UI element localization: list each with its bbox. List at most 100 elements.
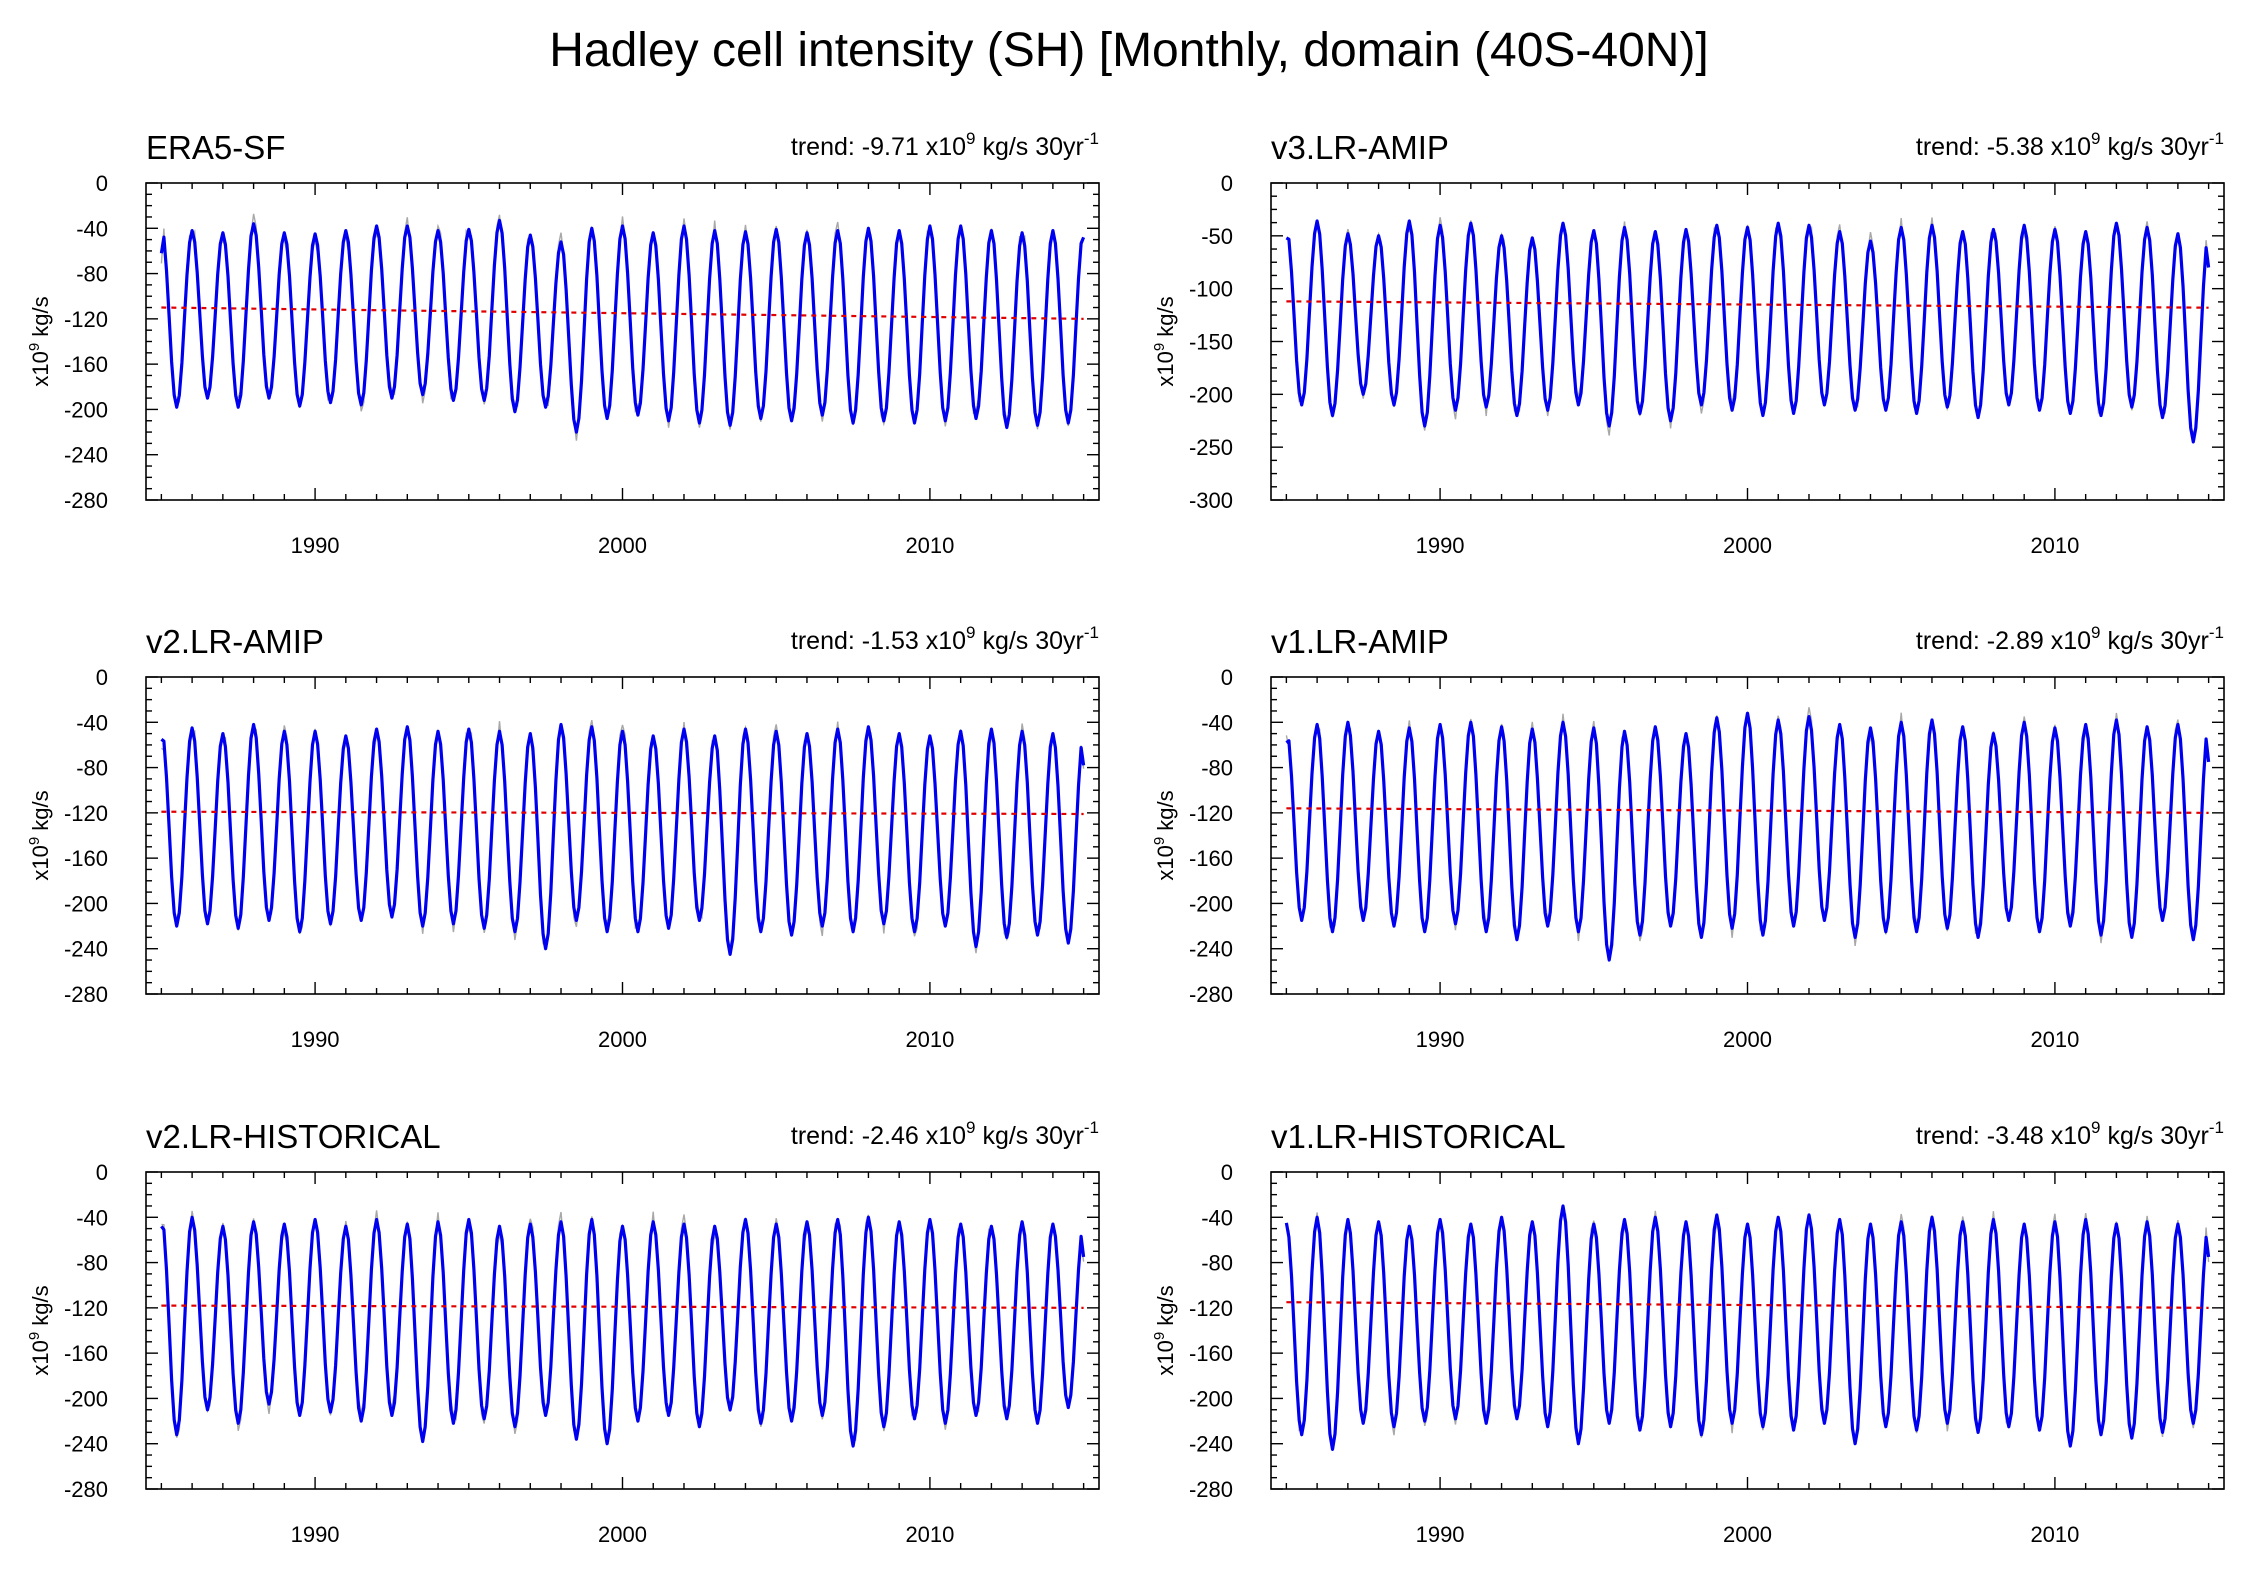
- y-tick-label: -280: [64, 982, 108, 1007]
- trend-unit: x10: [2044, 133, 2091, 161]
- y-tick-label: -300: [1189, 488, 1233, 513]
- y-axis-label: x109 kg/s: [1151, 296, 1178, 386]
- plot-frame: [145, 1171, 1100, 1490]
- y-tick-label: -240: [64, 1432, 108, 1457]
- chart-panel-4: v1.LR-AMIP trend: -2.89 x109 kg/s 30yr-1 x…: [1151, 623, 2225, 1052]
- y-tick-label: -160: [64, 846, 108, 871]
- plot-frame: [1270, 182, 2225, 501]
- y-tick-label: -160: [64, 1341, 108, 1366]
- chart-panel-2: v3.LR-AMIP trend: -5.38 x109 kg/s 30yr-1x…: [1151, 129, 2225, 558]
- trend-unit: x10: [919, 133, 966, 161]
- figure-title: Hadley cell intensity (SH) [Monthly, dom…: [549, 24, 1709, 77]
- series-monthly-line: [1286, 1210, 2210, 1442]
- y-tick-label: -80: [76, 756, 108, 781]
- ylabel-base: x10: [1153, 845, 1178, 880]
- x-tick-label: 2010: [2030, 1522, 2079, 1547]
- trend-exponent-time: -1: [2209, 623, 2224, 642]
- trend-unit-time: kg/s 30yr: [2101, 1122, 2209, 1150]
- trend-label: trend: -1.53 x109 kg/s 30yr-1: [791, 623, 1099, 655]
- trend-prefix: trend:: [791, 1122, 862, 1150]
- ylabel-unit: kg/s: [28, 790, 53, 836]
- y-tick-label: -240: [64, 937, 108, 962]
- trend-unit-time: kg/s 30yr: [2101, 133, 2209, 161]
- series-smoothed-line: [1285, 711, 2211, 962]
- x-tick-label: 2000: [1723, 1027, 1772, 1052]
- trend-exponent: 9: [966, 1118, 975, 1137]
- y-tick-label: 0: [96, 1160, 108, 1185]
- y-tick-label: -120: [64, 1296, 108, 1321]
- ylabel-base: x10: [28, 1340, 53, 1375]
- ylabel-unit: kg/s: [1153, 296, 1178, 342]
- trend-unit: x10: [2044, 1122, 2091, 1150]
- x-tick-label: 2000: [1723, 1522, 1772, 1547]
- panel-title: v1.LR-AMIP: [1271, 623, 1449, 660]
- y-tick-label: -280: [64, 488, 108, 513]
- trend-value: -5.38: [1987, 133, 2044, 161]
- trend-exponent: 9: [2091, 623, 2100, 642]
- series-smoothed-line: [1284, 1204, 2211, 1451]
- ylabel-exponent: 9: [1151, 837, 1168, 845]
- y-tick-label: -240: [64, 443, 108, 468]
- ylabel-base: x10: [1153, 1340, 1178, 1375]
- ylabel-base: x10: [28, 845, 53, 880]
- trend-value: -2.89: [1987, 627, 2044, 655]
- y-tick-label: -100: [1189, 277, 1233, 302]
- y-tick-label: -40: [76, 710, 108, 735]
- trend-unit-time: kg/s 30yr: [976, 133, 1084, 161]
- trend-line: [1286, 300, 2209, 309]
- series-smoothed-line: [160, 1215, 1086, 1448]
- series-smoothed-line: [160, 722, 1086, 956]
- y-tick-label: -200: [64, 397, 108, 422]
- trend-label: trend: -2.89 x109 kg/s 30yr-1: [1916, 623, 2224, 655]
- trend-value: -2.46: [862, 1122, 919, 1150]
- x-tick-label: 2010: [905, 1522, 954, 1547]
- x-tick-label: 2010: [2030, 533, 2079, 558]
- y-tick-label: -80: [76, 262, 108, 287]
- trend-prefix: trend:: [791, 133, 862, 161]
- y-tick-label: -40: [1201, 1205, 1233, 1230]
- trend-value: -1.53: [862, 627, 919, 655]
- x-tick-label: 2000: [598, 533, 647, 558]
- y-tick-label: -120: [1189, 801, 1233, 826]
- y-tick-label: -40: [76, 216, 108, 241]
- trend-unit-time: kg/s 30yr: [2101, 627, 2209, 655]
- trend-unit-time: kg/s 30yr: [976, 627, 1084, 655]
- ylabel-unit: kg/s: [28, 296, 53, 342]
- x-tick-label: 1990: [1416, 1027, 1465, 1052]
- y-tick-label: 0: [96, 665, 108, 690]
- ylabel-exponent: 9: [26, 837, 43, 845]
- y-tick-label: 0: [1221, 171, 1233, 196]
- y-tick-label: -120: [64, 307, 108, 332]
- panel-title: v2.LR-HISTORICAL: [146, 1118, 441, 1155]
- x-tick-label: 1990: [1416, 1522, 1465, 1547]
- trend-label: trend: -2.46 x109 kg/s 30yr-1: [791, 1118, 1099, 1150]
- y-tick-label: 0: [1221, 665, 1233, 690]
- y-axis-label: x109 kg/s: [1151, 1285, 1178, 1375]
- chart-panel-6: v1.LR-HISTORICAL trend: -3.48 x109 kg/s 3…: [1151, 1118, 2225, 1547]
- ylabel-exponent: 9: [26, 1332, 43, 1340]
- plot-frame: [145, 182, 1100, 501]
- trend-label: trend: -3.48 x109 kg/s 30yr-1: [1916, 1118, 2224, 1150]
- trend-prefix: trend:: [1916, 133, 1987, 161]
- trend-line: [161, 810, 1084, 816]
- trend-prefix: trend:: [791, 627, 862, 655]
- chart-panel-1: ERA5-SF trend: -9.71 x109 kg/s 30yr-1x109…: [26, 129, 1100, 558]
- trend-prefix: trend:: [1916, 1122, 1987, 1150]
- trend-value: -9.71: [862, 133, 919, 161]
- series-smoothed-line: [159, 218, 1086, 434]
- panel-title: v1.LR-HISTORICAL: [1271, 1118, 1566, 1155]
- y-tick-label: -160: [1189, 1341, 1233, 1366]
- y-axis-label: x109 kg/s: [1151, 790, 1178, 880]
- y-tick-label: -80: [76, 1251, 108, 1276]
- panel-title: v3.LR-AMIP: [1271, 129, 1449, 166]
- y-axis-label: x109 kg/s: [26, 790, 53, 880]
- y-tick-label: -200: [64, 891, 108, 916]
- y-tick-label: -280: [64, 1477, 108, 1502]
- trend-line: [161, 1304, 1084, 1309]
- x-tick-label: 2010: [905, 1027, 954, 1052]
- x-tick-label: 2000: [1723, 533, 1772, 558]
- y-tick-label: 0: [96, 171, 108, 196]
- trend-unit: x10: [919, 1122, 966, 1150]
- panels: ERA5-SF trend: -9.71 x109 kg/s 30yr-1x109…: [26, 129, 2225, 1547]
